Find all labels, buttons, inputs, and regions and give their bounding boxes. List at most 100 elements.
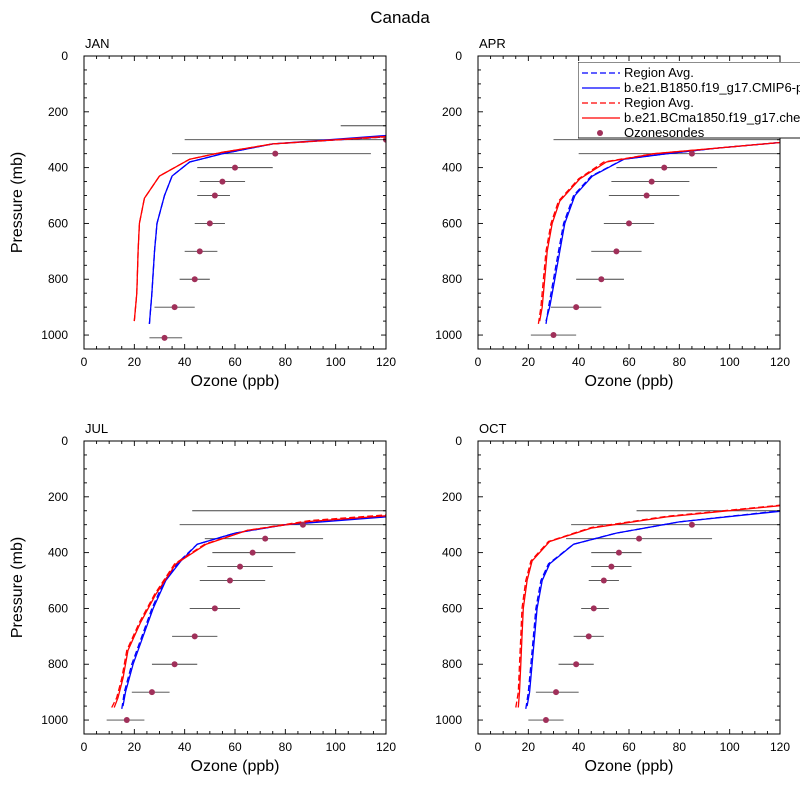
series-red_avg <box>515 504 780 708</box>
series-blue_avg <box>525 510 780 709</box>
y-axis-label: Pressure (mb) <box>9 537 26 638</box>
y-tick-label: 0 <box>61 434 68 448</box>
ozonesonde-point <box>598 276 605 283</box>
ozonesonde-point <box>249 549 256 556</box>
ozonesonde-point <box>550 332 557 339</box>
ozonesonde-point <box>206 220 213 227</box>
x-tick-label: 40 <box>572 740 586 754</box>
x-tick-label: 20 <box>522 355 536 369</box>
ozonesonde-point <box>148 689 155 696</box>
ozonesonde-point <box>643 192 650 199</box>
panel-jul: 0 20 40 60 80 100 120 0 200 400 600 800 1000 JUL Ozone… <box>9 421 414 775</box>
ozonesonde-point <box>661 164 668 171</box>
ozonesonde-point <box>648 178 655 185</box>
ozonesonde-point <box>161 334 168 341</box>
panel-jan: 0 20 40 60 80 100 120 0 200 400 600 800 1000 JAN Ozone… <box>9 36 396 390</box>
panel-label: OCT <box>479 421 507 436</box>
series-blue_run <box>148 134 386 324</box>
x-tick-label: 80 <box>279 740 293 754</box>
legend-marker <box>597 130 603 136</box>
plot-area <box>515 504 780 724</box>
legend-label: b.e21.B1850.f19_g17.CMIP6-piControl-2deg… <box>624 80 800 95</box>
x-tick-label: 0 <box>475 355 482 369</box>
x-tick-label: 20 <box>128 740 142 754</box>
y-tick-label: 600 <box>48 216 68 230</box>
x-tick-label: 40 <box>178 355 192 369</box>
series-red_avg <box>537 141 780 324</box>
y-tick-label: 1000 <box>41 713 68 727</box>
ozonesonde-point <box>408 508 414 514</box>
y-tick-label: 800 <box>442 657 462 671</box>
y-tick-label: 0 <box>61 49 68 63</box>
x-tick-label: 60 <box>622 355 636 369</box>
ozonesonde-point <box>688 150 695 157</box>
legend-label: Region Avg. <box>624 65 694 80</box>
x-axis-label: Ozone (ppb) <box>191 758 280 775</box>
ozonesonde-point <box>171 304 178 311</box>
ozonesonde-point <box>542 717 549 724</box>
y-tick-label: 200 <box>442 105 462 119</box>
x-tick-label: 0 <box>81 740 88 754</box>
x-tick-label: 0 <box>475 740 482 754</box>
x-tick-label: 100 <box>326 740 346 754</box>
series-red_run <box>133 135 386 322</box>
y-tick-label: 200 <box>442 490 462 504</box>
ozonesonde-point <box>585 633 592 640</box>
x-tick-label: 60 <box>228 355 242 369</box>
ozonesonde-point <box>262 535 269 542</box>
panel-label: JUL <box>85 421 108 436</box>
x-tick-label: 60 <box>228 740 242 754</box>
ozonesonde-point <box>590 605 597 612</box>
ozonesonde-point <box>191 276 198 283</box>
x-tick-label: 120 <box>770 355 790 369</box>
y-tick-label: 800 <box>48 272 68 286</box>
y-tick-label: 400 <box>48 161 68 175</box>
ozonesonde-point <box>608 563 615 570</box>
y-tick-label: 400 <box>48 546 68 560</box>
panel-label: APR <box>479 36 506 51</box>
ozonesonde-point <box>219 178 226 185</box>
legend-entry: Region Avg. <box>582 65 694 80</box>
panel-label: JAN <box>85 36 110 51</box>
y-tick-label: 0 <box>455 49 462 63</box>
plot-area <box>133 125 386 341</box>
figure-title: Canada <box>370 8 430 27</box>
ozonesonde-point <box>171 661 178 668</box>
legend-entry: b.e21.B1850.f19_g17.CMIP6-piControl-2deg… <box>582 80 800 95</box>
y-tick-label: 200 <box>48 490 68 504</box>
ozonesonde-point <box>573 304 580 311</box>
legend-box <box>578 62 800 139</box>
ozonesonde-point <box>688 521 695 528</box>
y-tick-label: 0 <box>455 434 462 448</box>
x-tick-label: 100 <box>720 355 740 369</box>
y-tick-label: 600 <box>442 216 462 230</box>
x-axis-label: Ozone (ppb) <box>191 373 280 390</box>
y-tick-label: 1000 <box>435 328 462 342</box>
series-blue_run <box>545 141 780 322</box>
x-tick-label: 0 <box>81 355 88 369</box>
series-red_avg <box>111 514 386 708</box>
x-tick-label: 100 <box>720 740 740 754</box>
ozonesonde-point <box>600 577 607 584</box>
ozonesonde-point <box>299 521 306 528</box>
plot-frame <box>477 440 781 735</box>
x-axis-label: Ozone (ppb) <box>585 758 674 775</box>
legend-label: b.e21.BCma1850.f19_g17.chem-control.001 <box>624 110 800 125</box>
series-blue_run <box>122 516 386 707</box>
y-tick-label: 1000 <box>41 328 68 342</box>
legend: Region Avg.b.e21.B1850.f19_g17.CMIP6-piC… <box>578 62 800 140</box>
plot-frame <box>83 440 387 735</box>
legend-label: Ozonesondes <box>624 125 705 140</box>
ozonesonde-point <box>553 689 560 696</box>
panel-apr: 0 20 40 60 80 100 120 0 200 400 600 800 1000 APR Ozone… <box>435 36 790 390</box>
ozonesonde-point <box>226 577 233 584</box>
y-tick-label: 800 <box>48 657 68 671</box>
x-tick-label: 80 <box>673 740 687 754</box>
x-tick-label: 20 <box>522 740 536 754</box>
ozonesonde-point <box>272 150 279 157</box>
x-tick-label: 100 <box>326 355 346 369</box>
ozonesonde-point <box>636 535 643 542</box>
plot-frame <box>83 55 387 350</box>
x-tick-label: 20 <box>128 355 142 369</box>
ozonesonde-point <box>232 164 238 171</box>
